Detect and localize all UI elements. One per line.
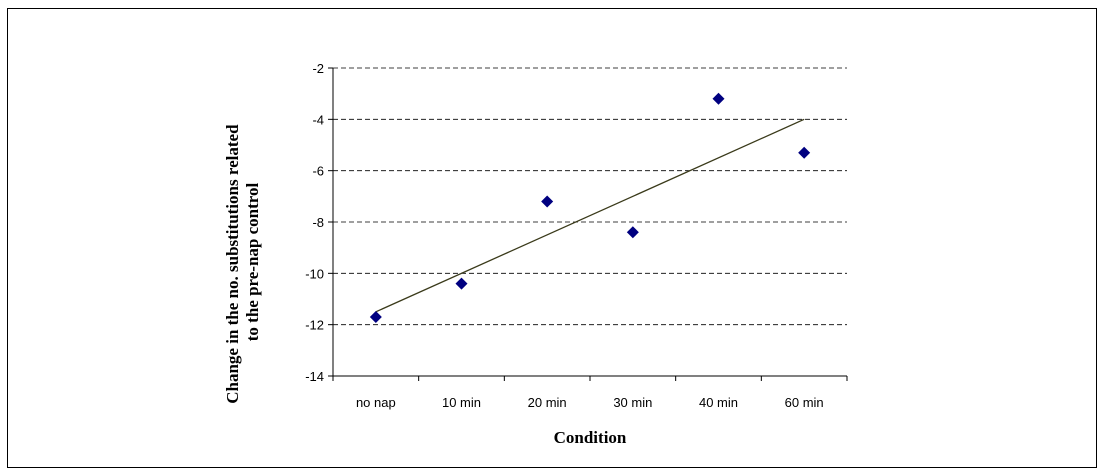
gridlines bbox=[333, 67, 847, 326]
y-axis-title-line-1: Change in the no. substitutions related bbox=[223, 124, 242, 404]
data-point bbox=[712, 92, 725, 105]
x-axis-title: Condition bbox=[554, 428, 627, 447]
data-point bbox=[798, 146, 811, 159]
x-ticks: no nap 10 min 20 min 30 min 40 min 60 min bbox=[332, 376, 848, 410]
y-tick-label: -14 bbox=[305, 369, 324, 384]
trendline-group bbox=[375, 118, 805, 313]
x-tick-label: 10 min bbox=[442, 395, 481, 410]
y-tick-label: -10 bbox=[305, 266, 324, 281]
data-point bbox=[541, 195, 554, 208]
y-tick-label: -2 bbox=[312, 61, 324, 76]
y-tick-label: -6 bbox=[312, 164, 324, 179]
y-tick-label: -12 bbox=[305, 318, 324, 333]
x-tick-label: 40 min bbox=[699, 395, 738, 410]
data-points bbox=[369, 92, 811, 323]
x-tick-label: 30 min bbox=[613, 395, 652, 410]
data-point bbox=[369, 310, 382, 323]
y-axis-title-line-2: to the pre-nap control bbox=[243, 182, 262, 341]
data-point bbox=[455, 277, 468, 290]
y-ticks: -2 -4 -6 -8 -10 -12 -14 bbox=[305, 61, 333, 384]
y-tick-label: -4 bbox=[312, 112, 324, 127]
y-axis-title: Change in the no. substitutions related … bbox=[223, 120, 262, 404]
y-tick-label: -8 bbox=[312, 215, 324, 230]
x-tick-label: 60 min bbox=[785, 395, 824, 410]
trendline bbox=[375, 118, 805, 313]
data-point bbox=[626, 226, 639, 239]
x-tick-label: no nap bbox=[356, 395, 396, 410]
x-tick-label: 20 min bbox=[528, 395, 567, 410]
chart-frame bbox=[7, 8, 1097, 468]
